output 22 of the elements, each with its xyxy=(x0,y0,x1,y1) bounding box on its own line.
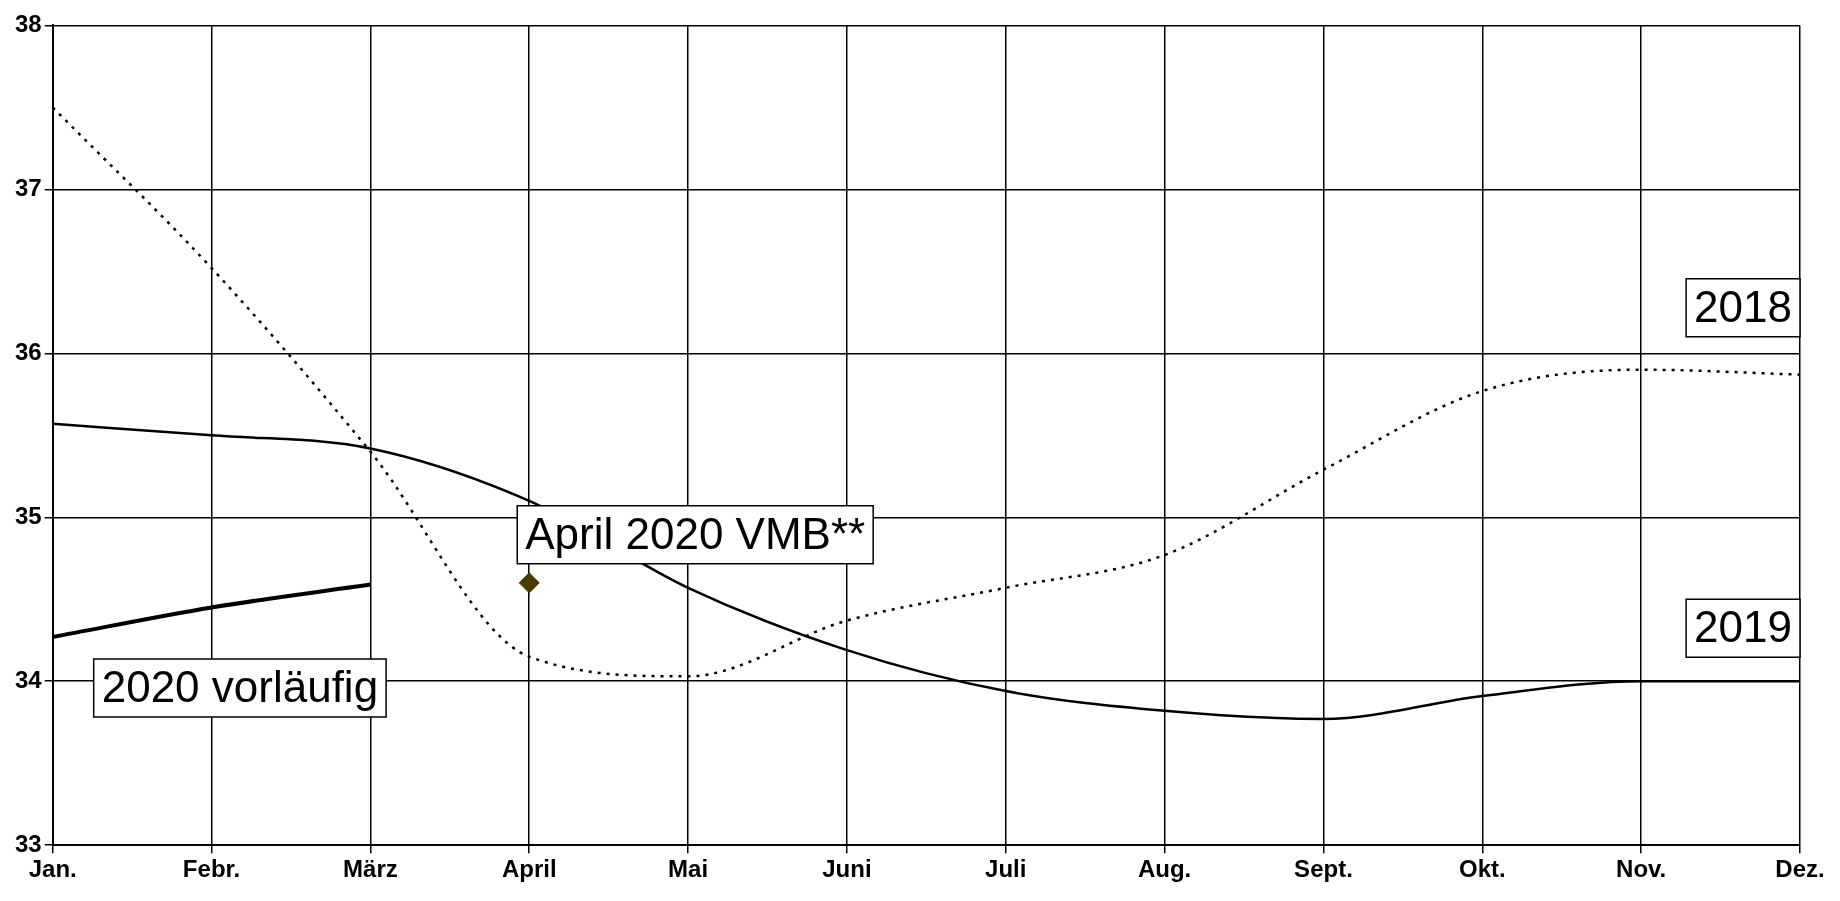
y-tick-label: 35 xyxy=(14,501,42,529)
x-tick-label: Febr. xyxy=(182,855,241,883)
y-tick-label: 38 xyxy=(14,10,42,38)
x-tick-label: Aug. xyxy=(1137,855,1192,883)
series-label: April 2020 VMB** xyxy=(525,509,866,558)
x-tick-label: Juli xyxy=(985,855,1027,883)
series-label: 2018 xyxy=(1694,281,1793,331)
x-tick-label: Sept. xyxy=(1294,855,1353,883)
y-tick-label: 33 xyxy=(14,829,42,857)
x-tick-label: Okt. xyxy=(1458,855,1506,883)
x-tick-label: Dez. xyxy=(1775,855,1825,883)
x-tick-label: Jan. xyxy=(28,855,77,883)
x-tick-label: Nov. xyxy=(1616,855,1667,883)
x-tick-label: Juni xyxy=(822,855,872,883)
x-tick-label: Mai xyxy=(668,855,709,883)
series-label: 2019 xyxy=(1694,602,1793,652)
x-tick-label: März xyxy=(343,855,398,883)
series-label: 2020 vorläufig xyxy=(101,662,379,712)
x-tick-label: April xyxy=(501,855,557,883)
y-tick-label: 34 xyxy=(14,665,43,693)
y-tick-label: 37 xyxy=(14,173,42,201)
y-tick-label: 36 xyxy=(14,337,42,365)
